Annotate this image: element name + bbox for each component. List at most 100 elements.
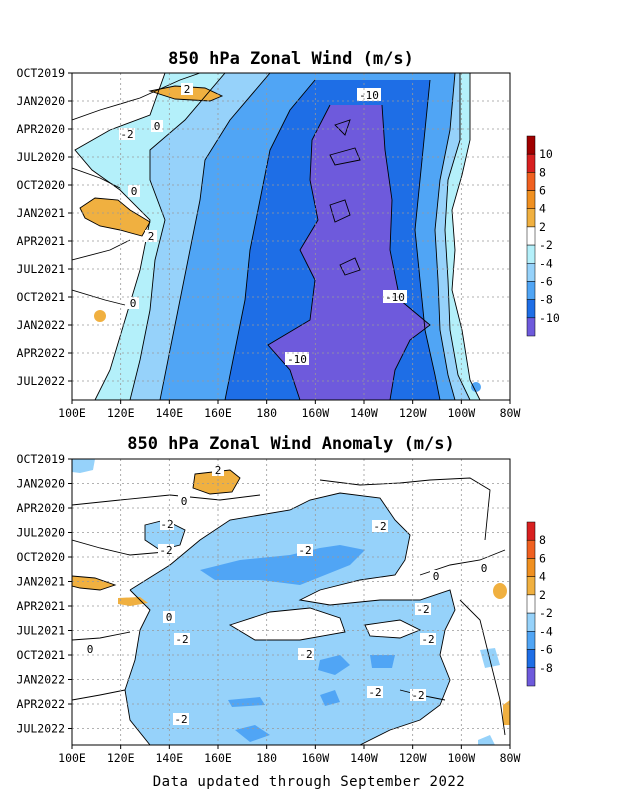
colorbar-label: 4 [539,570,546,584]
anomaly-plus2 [193,470,240,494]
anomaly-minus4 [235,725,270,742]
y-tick-label: JAN2021 [17,206,66,220]
y-tick-label: OCT2019 [17,452,66,466]
y-tick-label: JUL2021 [17,624,66,638]
colorbar-swatch [526,558,536,577]
chart-title: 850 hPa Zonal Wind Anomaly (m/s) [127,434,455,454]
x-tick-label: 120W [399,751,427,765]
colorbar-swatch [526,226,536,246]
colorbar-swatch [526,135,536,155]
y-tick-label: OCT2021 [17,648,66,662]
colorbar-swatch [526,244,536,264]
contour-label: 0 [87,643,94,656]
y-tick-label: JAN2022 [17,318,65,332]
contour-label: 0 [181,495,188,508]
band-minus10 [268,105,430,400]
x-tick-label: 140W [350,751,378,765]
x-tick-label: 100E [58,406,86,420]
contour-labels-bottom: 2 0 -2 -2 -2 -2 0 0 -2 0 -2 -2 -2 [84,464,490,726]
colorbar-swatch [526,649,536,669]
colorbar-swatch [526,594,536,614]
contour-label: 0 [154,120,161,133]
colorbar: 10 8 6 4 2 -2 -4 -6 -8 -10 [526,135,560,337]
anomaly-plus2 [118,597,148,606]
zonal-wind-field: -10 -10 -10 2 -2 0 0 2 0 [72,73,510,400]
contour-label: -2 [175,633,188,646]
y-axis: OCT2019 JAN2020 APR2020 JUL2020 OCT2020 JAN20… [17,66,72,388]
y-tick-label: OCT2020 [17,550,66,564]
x-tick-label: 160W [301,406,329,420]
colorbar-label: -2 [539,606,553,620]
colorbar-swatch [526,263,536,282]
x-tick-label: 100W [447,751,475,765]
x-tick-label: 120E [107,751,135,765]
colorbar-swatch [526,576,536,596]
y-tick-label: JAN2022 [17,673,65,687]
colorbar-label: -6 [539,643,553,657]
band-plus2 [80,198,150,236]
x-tick-label: 140E [155,406,183,420]
colorbar-swatch [526,172,536,191]
colorbar: 8 6 4 2 -2 -4 -6 -8 [526,521,553,687]
x-tick-label: 140E [155,751,183,765]
anomaly-plus2 [503,700,510,725]
colorbar-swatch [526,281,536,300]
plot-frame [71,72,511,401]
y-tick-label: JAN2020 [17,477,66,491]
anomaly-minus4 [320,690,340,706]
x-axis: 100E 120E 140E 160E 180 160W 140W 120W 100W 80W [58,400,520,420]
grid-lines [72,459,510,745]
colorbar-swatch [526,153,536,173]
colorbar-label: -2 [539,238,553,252]
contour-label: -10 [287,353,307,366]
x-tick-label: 160E [204,406,232,420]
colorbar-swatch [526,631,536,650]
contour-label: -10 [359,89,379,102]
colorbar-label: 8 [539,533,546,547]
colorbar-swatch [526,299,536,319]
contour-label: -2 [160,518,173,531]
y-tick-label: JAN2021 [17,575,66,589]
contour-label: -2 [120,128,133,141]
y-tick-label: OCT2021 [17,290,66,304]
colorbar-label: 8 [539,165,546,179]
zonal-wind-anomaly-field: 2 0 -2 -2 -2 -2 0 0 -2 0 -2 -2 -2 [72,459,510,745]
y-tick-label: OCT2020 [17,178,66,192]
grid-lines [72,73,510,400]
contour-label: 0 [131,185,138,198]
colorbar-swatch [526,190,536,209]
colorbar-swatch [526,208,536,228]
y-tick-label: JUL2020 [17,526,66,540]
y-tick-label: JAN2020 [17,94,66,108]
colorbar-swatch [526,612,536,632]
y-tick-label: JUL2020 [17,150,66,164]
colorbar-label: -4 [539,256,553,270]
contour-label: -2 [416,603,429,616]
x-tick-label: 120W [399,406,427,420]
x-tick-label: 160W [301,751,329,765]
colorbar-label: 6 [539,551,546,565]
colorbar-label: -10 [539,311,560,325]
contour-label: -2 [421,633,434,646]
contour-label: 0 [166,611,173,624]
colorbar-label: 2 [539,220,546,234]
x-tick-label: 140W [350,406,378,420]
y-tick-label: APR2020 [17,501,66,515]
contour-label: -2 [298,544,311,557]
colorbar-label: -4 [539,624,553,638]
anomaly-minus2 [478,735,495,745]
colorbar-label: -6 [539,274,553,288]
y-tick-label: APR2022 [17,697,65,711]
colorbar-label: -8 [539,293,553,307]
contour-label: 2 [184,83,191,96]
y-tick-label: JUL2021 [17,262,66,276]
x-tick-label: 160E [204,751,232,765]
anomaly-plus2 [72,576,115,590]
anomaly-minus2 [72,459,95,473]
band-minus6-spot [471,382,481,392]
y-tick-label: APR2020 [17,122,66,136]
contour-label: 0 [130,297,137,310]
colorbar-label: 4 [539,202,546,216]
footer-note: Data updated through September 2022 [152,774,466,790]
y-tick-label: JUL2022 [17,722,65,736]
